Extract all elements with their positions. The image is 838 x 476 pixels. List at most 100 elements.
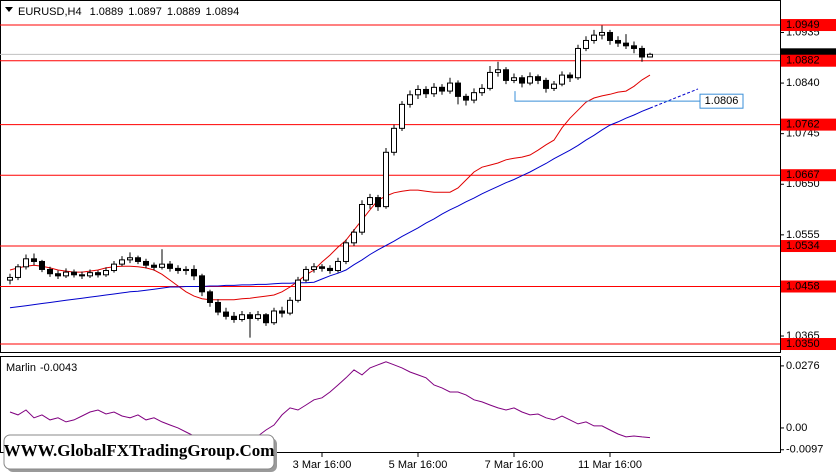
level-box (781, 54, 836, 67)
candle-body (207, 291, 213, 303)
candle-body (151, 264, 157, 268)
level-box (781, 280, 836, 293)
candle-body (279, 310, 285, 314)
candle-body (103, 270, 109, 276)
candle-body (231, 315, 237, 321)
indicator-line (9, 361, 651, 441)
candle-body (175, 267, 181, 272)
symbol: EURUSD,H4 (18, 6, 82, 18)
candle-body (247, 314, 253, 319)
candle-body (439, 86, 445, 92)
x-tick-label: 3 Mar 16:00 (293, 459, 352, 471)
annotation-label: 1.0806 (705, 95, 739, 107)
candle-body (271, 310, 277, 324)
x-tick-label: 11 Mar 16:00 (578, 459, 642, 471)
candle-body (79, 274, 85, 277)
candle-body (495, 69, 501, 73)
level-label: 1.0458 (786, 280, 820, 292)
candle-body (47, 268, 53, 275)
candle-body (7, 276, 13, 281)
indicator-panel (0, 356, 781, 453)
candle-body (599, 31, 605, 36)
candle-body (471, 92, 477, 101)
candle-body (327, 267, 333, 272)
level-label: 1.0882 (786, 55, 820, 67)
candle-body (639, 47, 645, 58)
level-label: 1.0949 (786, 19, 820, 31)
candle-body (591, 34, 597, 41)
candle-body (311, 266, 317, 270)
level-box (781, 338, 836, 351)
candle-body (583, 39, 589, 49)
open: 1.0889 (90, 6, 124, 18)
candle-body (55, 273, 61, 277)
candle-body (319, 266, 325, 269)
y-tick-label: 0.0276 (786, 360, 820, 372)
candle-body (375, 197, 381, 208)
candle-body (239, 314, 245, 321)
candle-body (71, 271, 77, 276)
candle-body (335, 260, 341, 272)
annotation-box (699, 93, 744, 109)
level-box (781, 118, 836, 131)
candle-body (191, 268, 197, 277)
candle-body (455, 82, 461, 97)
menu-triangle (5, 7, 13, 12)
candle-body (535, 76, 541, 81)
candle-body (31, 258, 37, 262)
candle-body (39, 260, 45, 270)
level-label: 1.0534 (786, 240, 820, 252)
x-tick-label: 5 Mar 16:00 (389, 459, 448, 471)
candle-body (391, 127, 397, 153)
ma-projection (649, 88, 699, 109)
candle-body (447, 82, 453, 92)
indicator-value: -0.0043 (40, 362, 77, 374)
candle-body (551, 83, 557, 89)
candle-body (343, 242, 349, 262)
candle-body (503, 69, 509, 81)
candle-body (431, 86, 437, 95)
main-panel (0, 0, 781, 353)
candle-body (183, 268, 189, 272)
candle-body (519, 77, 525, 84)
candle-body (647, 53, 653, 58)
candle-body (95, 272, 101, 276)
moving-average (9, 107, 651, 309)
candle-body (351, 231, 357, 244)
candle-body (607, 31, 613, 41)
low: 1.0889 (167, 6, 201, 18)
candle-body (23, 258, 29, 268)
candle-body (263, 314, 269, 324)
high: 1.0897 (128, 6, 162, 18)
indicator-name: Marlin (6, 362, 36, 374)
candle-body (215, 301, 221, 313)
candle-body (287, 299, 293, 314)
candle-body (159, 263, 165, 268)
candle-body (567, 74, 573, 79)
candle-body (423, 88, 429, 95)
candle-body (127, 257, 133, 261)
candle-body (223, 311, 229, 317)
candle-body (383, 151, 389, 208)
candle-body (487, 71, 493, 89)
candle-body (575, 47, 581, 79)
candle-body (295, 279, 301, 301)
level-box (781, 19, 836, 32)
chart-header: EURUSD,H4 1.0889 1.0897 1.0889 1.0894 (18, 6, 239, 18)
candle-body (303, 268, 309, 281)
candle-body (359, 203, 365, 233)
candle-body (479, 87, 485, 94)
candle-body (87, 272, 93, 277)
candle-body (167, 263, 173, 269)
candle-body (135, 257, 141, 262)
close: 1.0894 (206, 6, 240, 18)
candle-body (399, 103, 405, 129)
level-label: 1.0762 (786, 119, 820, 131)
candle-body (543, 79, 549, 89)
indicator-header: Marlin -0.0043 (6, 362, 77, 374)
y-tick-label: 1.0840 (786, 77, 820, 89)
candle-body (15, 266, 21, 278)
